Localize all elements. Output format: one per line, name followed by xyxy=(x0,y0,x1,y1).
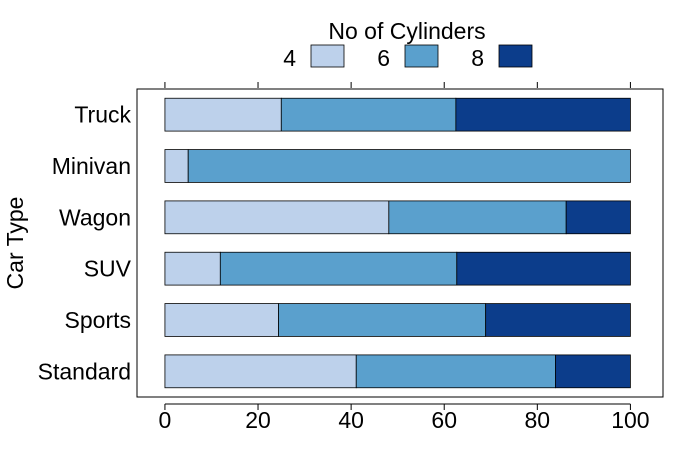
x-tick-label: 0 xyxy=(159,407,172,433)
y-tick-label: Minivan xyxy=(52,153,131,179)
y-tick-label: Sports xyxy=(65,307,131,333)
legend-swatch-4 xyxy=(310,44,345,68)
x-tick-label: 80 xyxy=(525,407,551,433)
bar-standard-8-cyl xyxy=(555,354,631,389)
bar-sports-4-cyl xyxy=(164,303,279,337)
legend: No of Cylinders 4 6 8 xyxy=(283,18,533,71)
y-tick-label: Truck xyxy=(74,102,131,128)
x-tick-label: 100 xyxy=(611,407,649,433)
bar-wagon-6-cyl xyxy=(388,200,567,235)
legend-label-6: 6 xyxy=(377,45,390,71)
x-tick-label: 20 xyxy=(245,407,271,433)
x-axis: 0 20 40 60 80 100 xyxy=(159,403,650,433)
legend-title: No of Cylinders xyxy=(328,18,485,44)
y-axis-label: Car Type xyxy=(2,197,28,290)
bar-standard-6-cyl xyxy=(355,354,556,389)
bar-standard-4-cyl xyxy=(164,354,357,389)
legend-swatch-8 xyxy=(498,44,533,68)
bar-suv-6-cyl xyxy=(219,251,458,286)
plot-frame xyxy=(136,88,664,398)
bar-sports-8-cyl xyxy=(485,303,631,337)
bar-truck-4-cyl xyxy=(164,97,282,132)
bar-wagon-8-cyl xyxy=(565,200,631,235)
y-tick-label: Standard xyxy=(38,358,131,384)
legend-swatch-6 xyxy=(404,44,439,68)
y-tick-label: Wagon xyxy=(59,204,131,230)
bar-sports-6-cyl xyxy=(278,303,487,337)
bar-suv-8-cyl xyxy=(456,251,631,286)
bars xyxy=(164,97,631,389)
y-tick-label: SUV xyxy=(84,256,132,282)
x-tick-label: 40 xyxy=(338,407,364,433)
bar-truck-8-cyl xyxy=(455,97,631,132)
x-tick-label: 60 xyxy=(431,407,457,433)
bar-suv-4-cyl xyxy=(164,251,221,286)
bar-truck-6-cyl xyxy=(280,97,457,132)
top-ticks xyxy=(164,82,631,88)
bar-minivan-4-cyl xyxy=(164,149,189,183)
bar-wagon-4-cyl xyxy=(164,200,390,235)
bar-minivan-6-cyl xyxy=(187,149,631,183)
y-tick-labels: Truck Minivan Wagon SUV Sports Standard xyxy=(38,102,132,385)
legend-label-4: 4 xyxy=(283,45,296,71)
legend-label-8: 8 xyxy=(471,45,484,71)
